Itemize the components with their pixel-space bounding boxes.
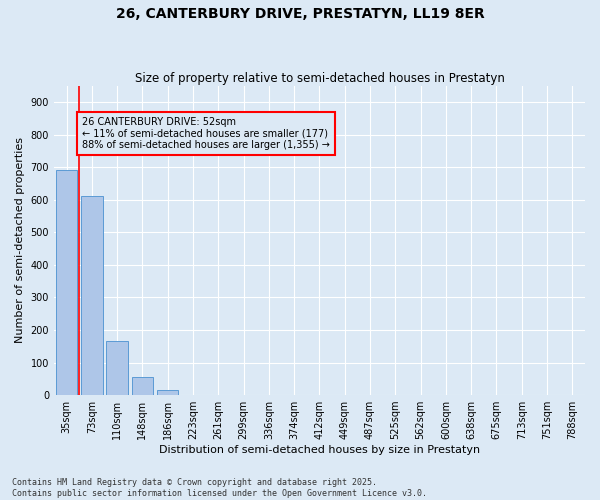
Bar — [56, 170, 77, 395]
Text: 26 CANTERBURY DRIVE: 52sqm
← 11% of semi-detached houses are smaller (177)
88% o: 26 CANTERBURY DRIVE: 52sqm ← 11% of semi… — [82, 116, 330, 150]
Bar — [157, 390, 178, 395]
Title: Size of property relative to semi-detached houses in Prestatyn: Size of property relative to semi-detach… — [134, 72, 505, 85]
Text: Contains HM Land Registry data © Crown copyright and database right 2025.
Contai: Contains HM Land Registry data © Crown c… — [12, 478, 427, 498]
X-axis label: Distribution of semi-detached houses by size in Prestatyn: Distribution of semi-detached houses by … — [159, 445, 480, 455]
Bar — [131, 377, 153, 395]
Bar — [81, 196, 103, 395]
Bar — [106, 342, 128, 395]
Y-axis label: Number of semi-detached properties: Number of semi-detached properties — [15, 138, 25, 344]
Text: 26, CANTERBURY DRIVE, PRESTATYN, LL19 8ER: 26, CANTERBURY DRIVE, PRESTATYN, LL19 8E… — [116, 8, 484, 22]
